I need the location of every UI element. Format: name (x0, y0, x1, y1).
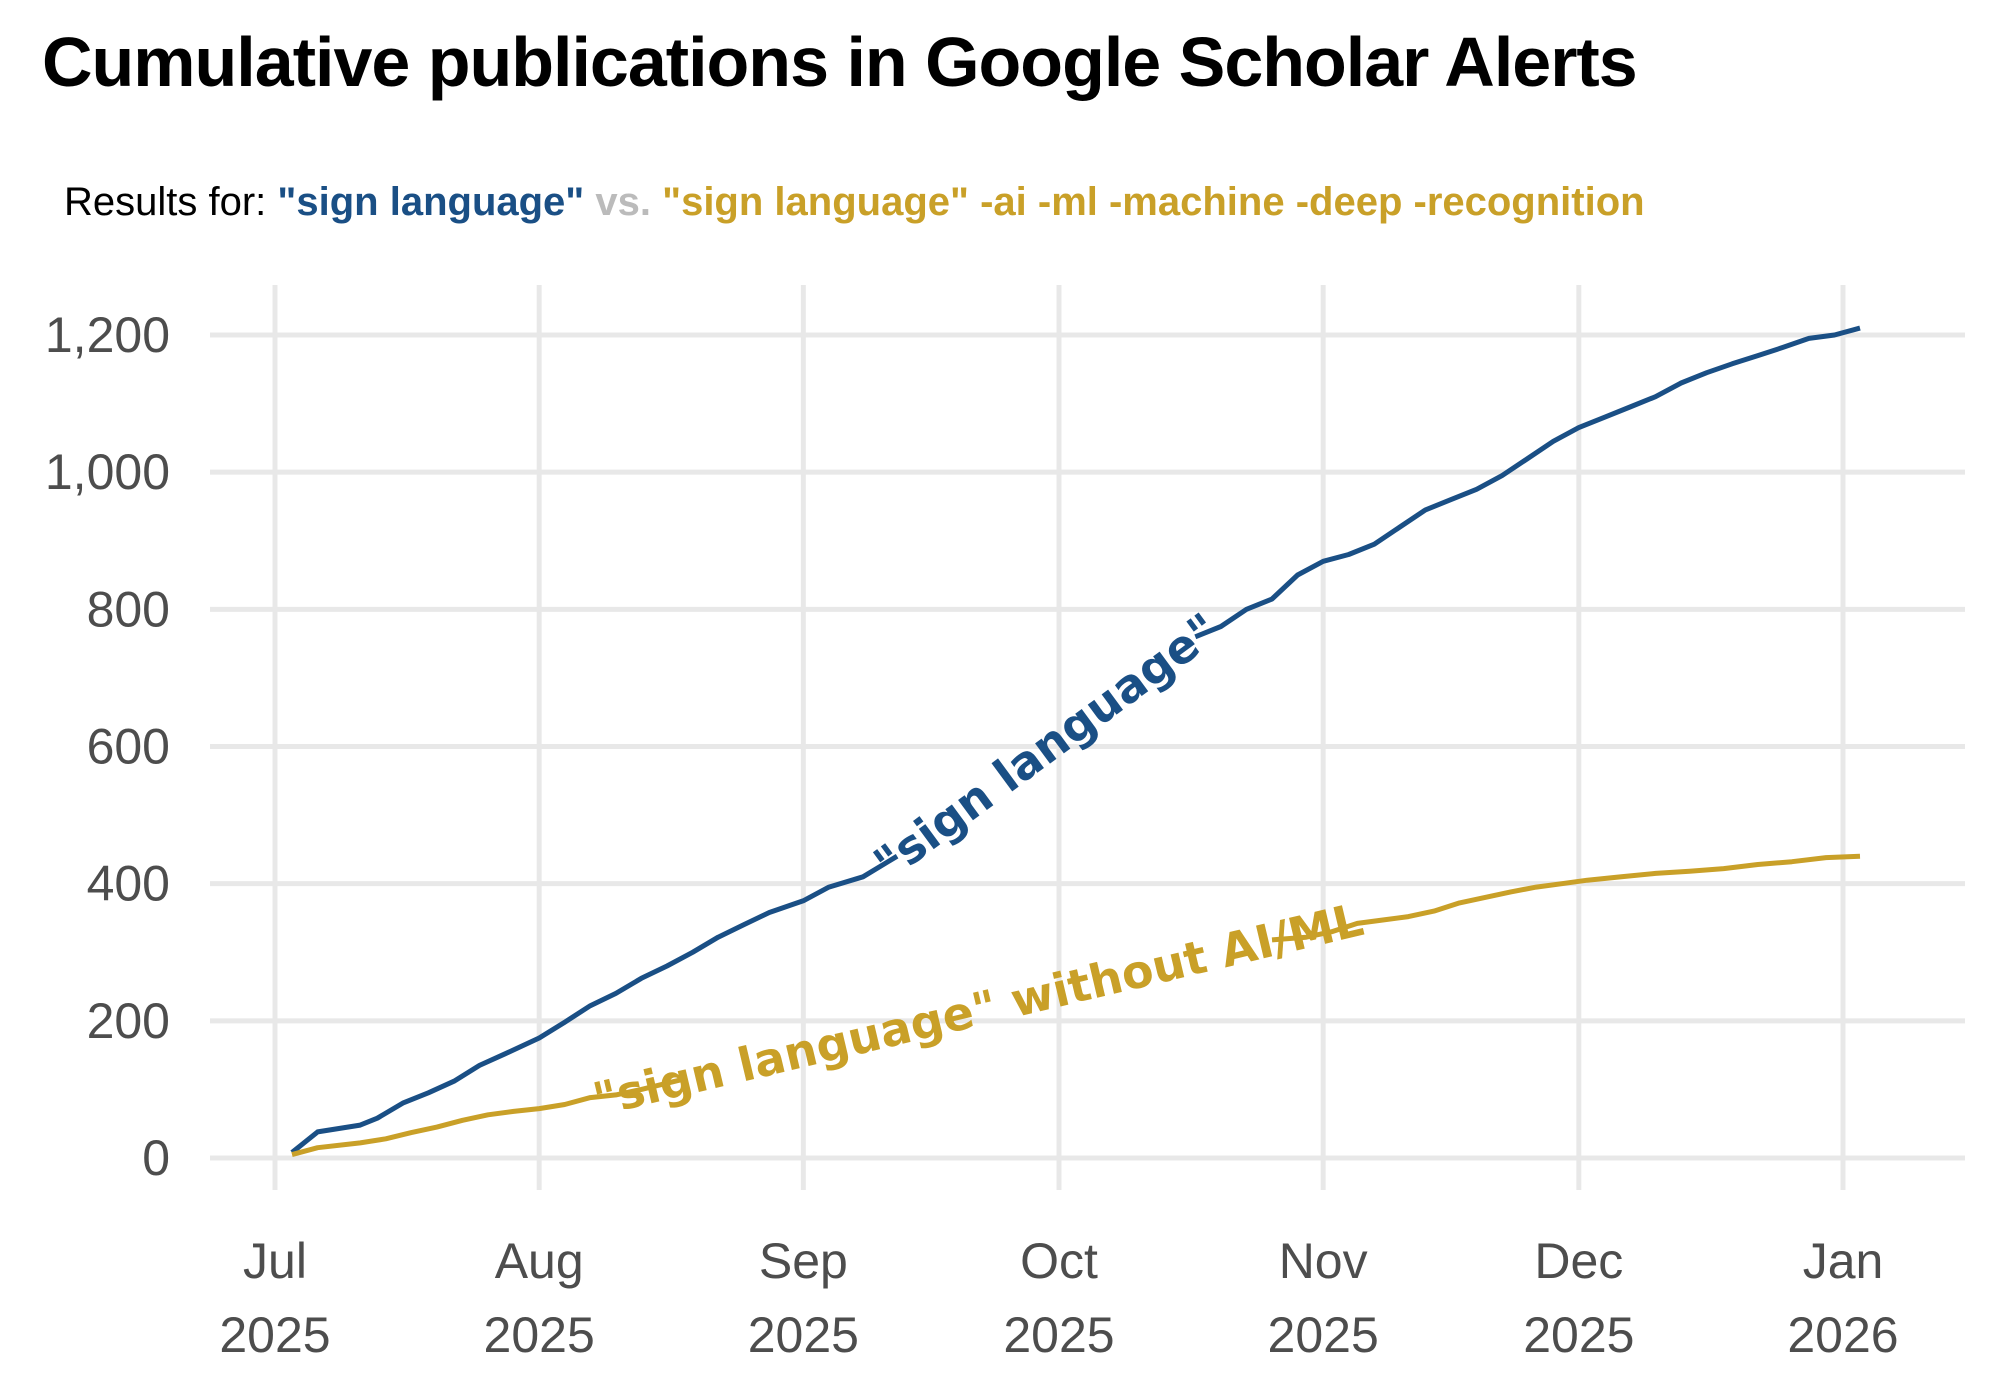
series-line-filtered-start (291, 1076, 685, 1158)
series-lines (290, 325, 1861, 1158)
chart-title: Cumulative publications in Google Schola… (42, 23, 1638, 101)
x-tick-label-year: 2025 (1268, 1307, 1379, 1363)
series-line-filtered-end (1271, 853, 1861, 943)
y-tick-label: 400 (87, 856, 170, 912)
x-tick-label-year: 2025 (748, 1307, 859, 1363)
subtitle-query-filtered: "sign language" -ai -ml -machine -deep -… (662, 180, 1645, 224)
grid-lines (210, 285, 1965, 1190)
subtitle-prefix: Results for: (64, 180, 278, 224)
x-tick-label-year: 2025 (484, 1307, 595, 1363)
x-tick-label-month: Oct (1020, 1233, 1098, 1289)
series-line-all-end (1194, 325, 1861, 640)
x-tick-label-month: Nov (1279, 1233, 1368, 1289)
x-tick-label-month: Aug (495, 1233, 584, 1289)
x-tick-label-year: 2025 (1523, 1307, 1634, 1363)
x-tick-label-month: Jul (243, 1233, 307, 1289)
y-tick-label: 0 (142, 1130, 170, 1186)
series-labels: "sign language""sign language" without A… (588, 602, 1368, 1126)
y-tick-label: 600 (87, 719, 170, 775)
x-tick-label-year: 2026 (1787, 1307, 1898, 1363)
x-tick-label-year: 2025 (1003, 1307, 1114, 1363)
chart-subtitle: Results for: "sign language" vs. "sign l… (64, 180, 1645, 225)
subtitle-query-all: "sign language" (277, 180, 585, 224)
y-axis-ticks: 0 200 400 600 800 1,000 1,200 (45, 307, 170, 1186)
y-tick-label: 1,200 (45, 307, 170, 363)
series-line-all-start (290, 854, 899, 1155)
x-tick-label-month: Jan (1803, 1233, 1884, 1289)
y-tick-label: 200 (87, 993, 170, 1049)
y-tick-label: 800 (87, 581, 170, 637)
series-label-filtered: "sign language" without AI/ML (588, 892, 1368, 1126)
y-tick-label: 1,000 (45, 444, 170, 500)
subtitle-vs: vs. (584, 180, 663, 224)
x-axis-ticks: Jul 2025 Aug 2025 Sep 2025 Oct 2025 Nov 2025 Dec 20… (219, 1233, 1898, 1363)
x-tick-label-year: 2025 (219, 1307, 330, 1363)
x-tick-label-month: Dec (1534, 1233, 1623, 1289)
x-tick-label-month: Sep (759, 1233, 848, 1289)
